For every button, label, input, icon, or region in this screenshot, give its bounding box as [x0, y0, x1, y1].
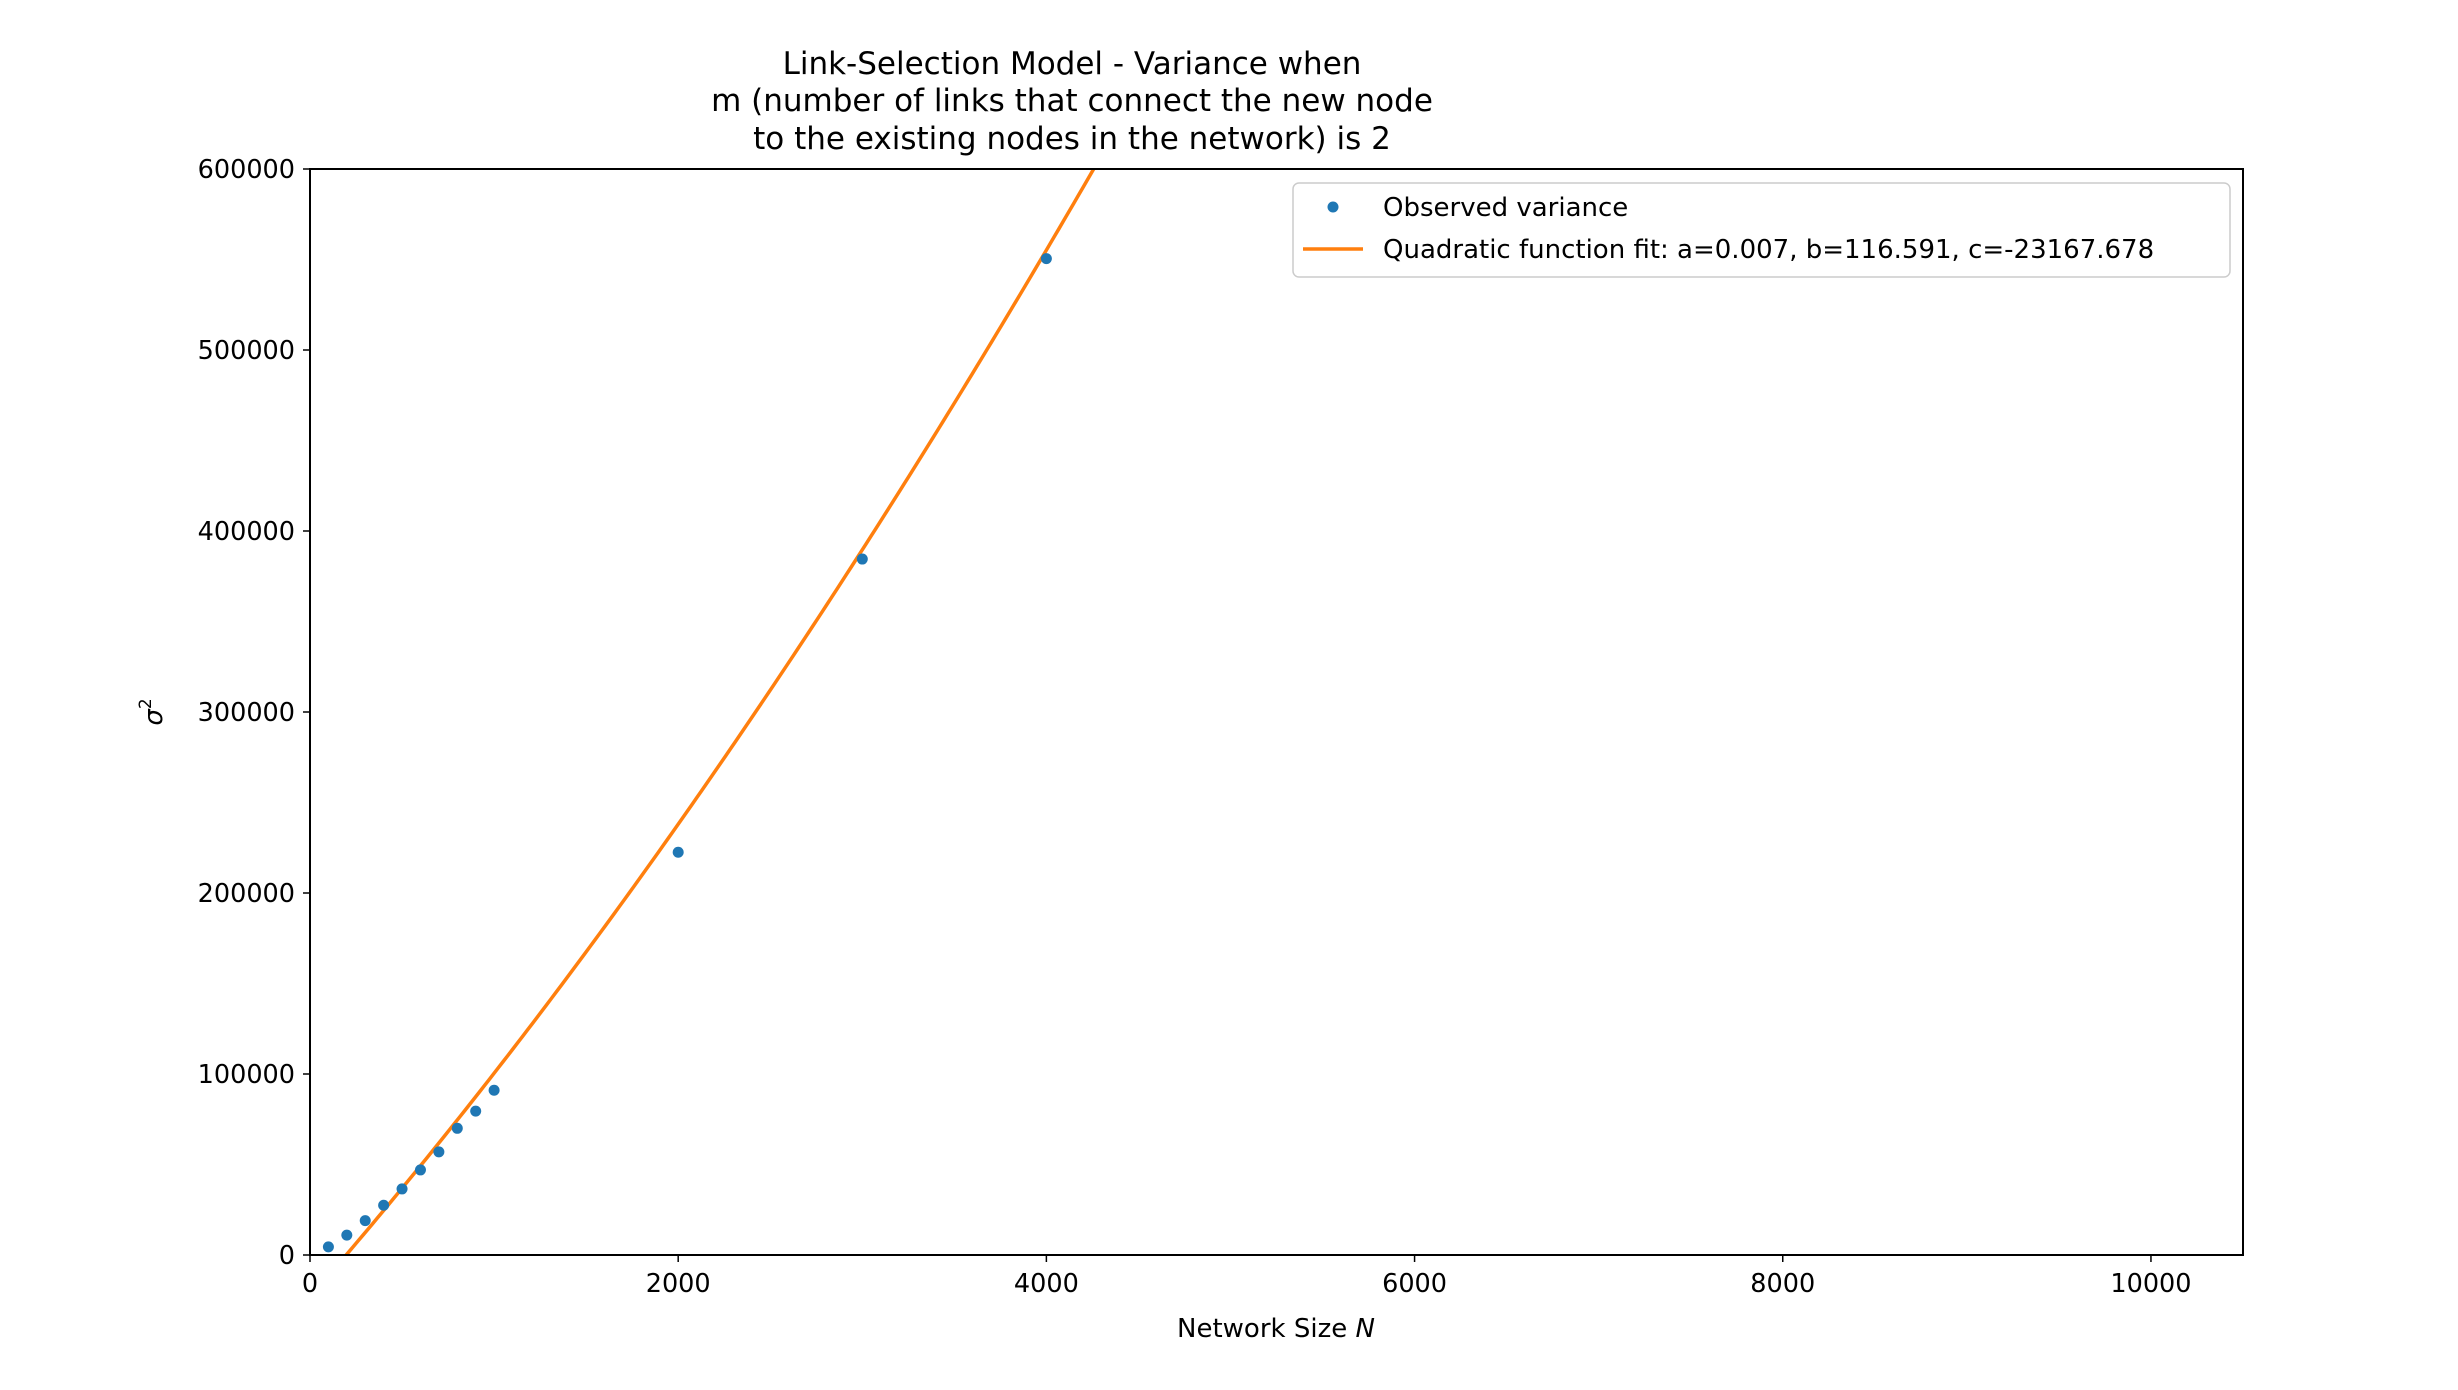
legend-box	[1292, 182, 2231, 278]
x-tick-label: 0	[302, 1269, 318, 1299]
x-tick-label: 8000	[1750, 1269, 1815, 1299]
legend: Observed variance Quadratic function fit…	[1292, 182, 2231, 278]
y-tick-label: 600000	[198, 155, 295, 185]
y-tick-label: 400000	[198, 517, 295, 547]
data-point	[378, 1199, 390, 1211]
legend-marker-observed	[1327, 201, 1339, 213]
chart-title: Link-Selection Model - Variance when m (…	[711, 46, 1433, 157]
legend-label-observed: Observed variance	[1383, 193, 1628, 223]
y-axis-label: σ2	[136, 698, 169, 725]
data-point	[488, 1084, 500, 1096]
data-point	[433, 1146, 445, 1158]
data-point	[451, 1122, 463, 1134]
y-axis: 0 100000 200000 300000 400000 500000 600000	[198, 155, 310, 1271]
x-tick-label: 2000	[646, 1269, 711, 1299]
y-tick-label: 100000	[198, 1060, 295, 1090]
y-tick-label: 200000	[198, 879, 295, 909]
y-axis-label-exponent: 2	[136, 698, 156, 709]
y-tick-label: 300000	[198, 698, 295, 728]
legend-label-fit: Quadratic function fit: a=0.007, b=116.5…	[1383, 235, 2154, 265]
data-point	[414, 1164, 426, 1176]
x-axis: 0 2000 4000 6000 8000 10000	[302, 1255, 2192, 1299]
title-line-1: Link-Selection Model - Variance when	[783, 46, 1362, 82]
x-tick-label: 10000	[2110, 1269, 2191, 1299]
x-axis-label: Network Size N	[1177, 1314, 1375, 1344]
x-axis-label-text: Network Size	[1177, 1314, 1347, 1344]
data-point	[1040, 253, 1052, 265]
data-point	[341, 1229, 353, 1241]
y-tick-label: 500000	[198, 336, 295, 366]
fit-layer	[343, 169, 1096, 1255]
data-point	[672, 846, 684, 858]
title-line-2: m (number of links that connect the new …	[711, 83, 1433, 119]
y-axis-label-symbol: σ	[139, 708, 169, 726]
points-layer	[322, 253, 1052, 1253]
data-point	[856, 553, 868, 565]
x-tick-label: 6000	[1382, 1269, 1447, 1299]
fit-curve	[343, 169, 1096, 1255]
data-point	[322, 1241, 334, 1253]
y-tick-label: 0	[279, 1241, 295, 1271]
data-point	[396, 1183, 408, 1195]
data-point	[470, 1105, 482, 1117]
x-tick-label: 4000	[1014, 1269, 1079, 1299]
x-axis-label-symbol: N	[1356, 1314, 1375, 1344]
data-point	[359, 1215, 371, 1227]
title-line-3: to the existing nodes in the network) is…	[753, 121, 1391, 157]
